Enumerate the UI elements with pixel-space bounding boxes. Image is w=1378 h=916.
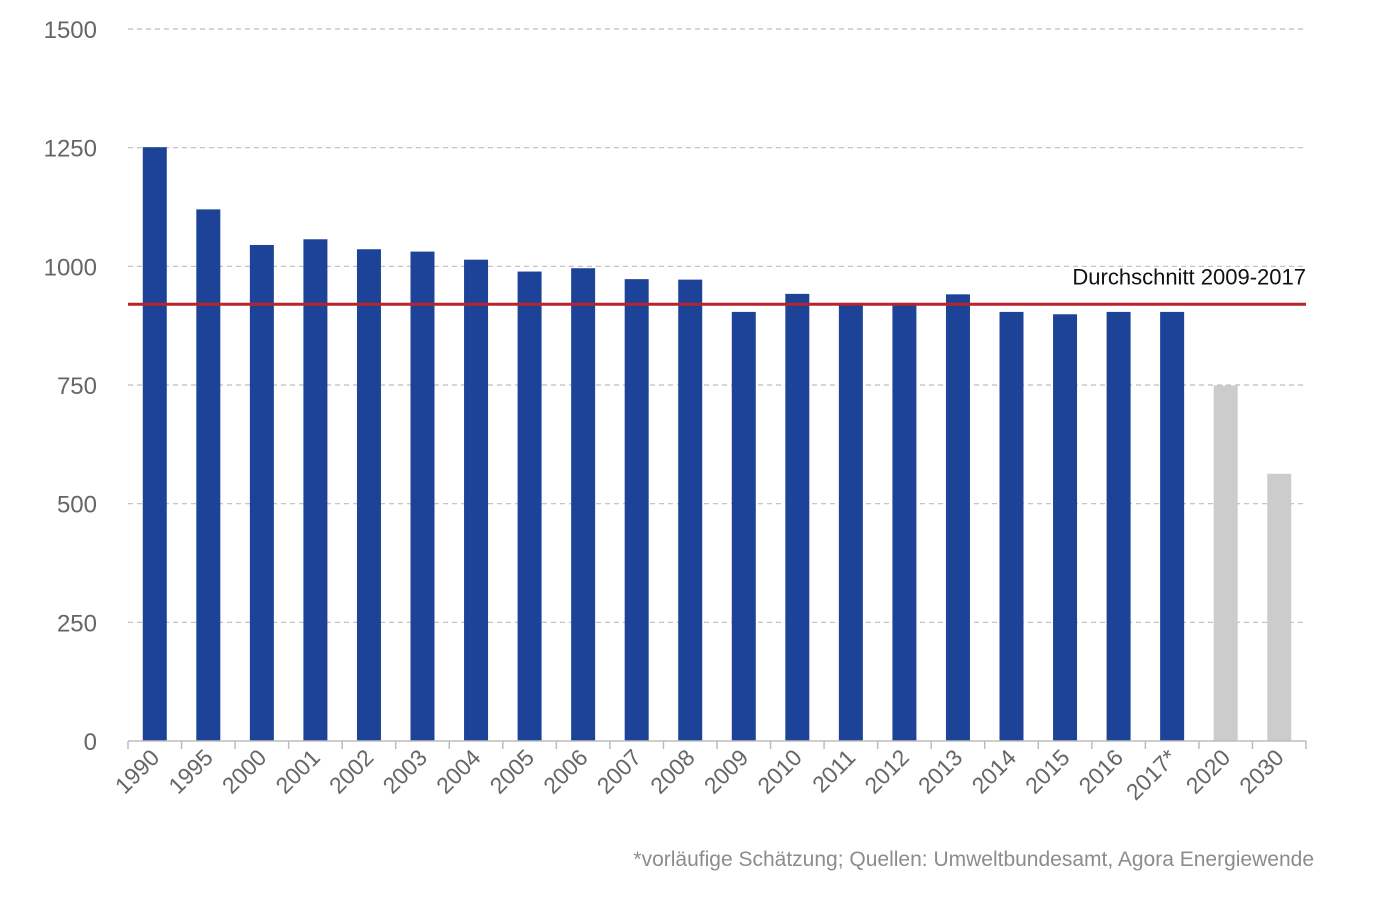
bar-2020 — [1213, 385, 1238, 741]
x-tick-label: 2000 — [217, 744, 272, 799]
bar-2000 — [249, 244, 274, 741]
x-tick-label: 2016 — [1074, 744, 1129, 799]
x-tick-label: 2009 — [699, 744, 754, 799]
x-tick-label: 2005 — [485, 744, 540, 799]
bar-2011 — [838, 302, 863, 741]
average-line-group: Durchschnitt 2009-2017 — [128, 264, 1306, 306]
bar-2006 — [571, 268, 596, 741]
bar-1990 — [142, 147, 167, 741]
x-tick-label: 2017* — [1121, 744, 1182, 805]
x-tick-label: 2011 — [807, 744, 860, 797]
y-axis-ticks: 0 250 500 750 1000 1250 1500 — [44, 17, 97, 756]
bar-2030 — [1267, 473, 1292, 741]
bar-2002 — [356, 249, 381, 741]
y-tick-label: 750 — [57, 373, 97, 400]
bar-2015 — [1053, 314, 1078, 741]
x-axis-ticks: 1990199520002001200220032004200520062007… — [110, 744, 1289, 805]
x-tick-label: 2006 — [538, 744, 593, 799]
x-tick-label: 2002 — [324, 744, 379, 799]
y-tick-label: 1250 — [44, 136, 97, 163]
y-tick-label: 1500 — [44, 17, 97, 44]
x-tick-label: 2012 — [859, 744, 914, 799]
bar-2005 — [517, 271, 542, 741]
x-axis — [127, 740, 1307, 749]
x-tick-label: 2003 — [377, 744, 432, 799]
bar-2010 — [785, 293, 810, 741]
x-tick-label: 2020 — [1181, 744, 1236, 799]
bar-2008 — [678, 279, 703, 741]
source-note: *vorläufige Schätzung; Quellen: Umweltbu… — [633, 848, 1314, 871]
x-tick-label: 2014 — [966, 744, 1021, 799]
y-tick-label: 0 — [84, 729, 97, 756]
bar-2009 — [731, 311, 756, 741]
bars — [142, 147, 1292, 742]
x-tick-label: 2015 — [1020, 744, 1075, 799]
bar-2012 — [892, 302, 917, 741]
x-tick-label: 2010 — [752, 744, 807, 799]
x-tick-label: 2001 — [270, 744, 325, 799]
y-tick-label: 250 — [57, 610, 97, 637]
bar-2007 — [624, 279, 649, 741]
x-tick-label: 2008 — [645, 744, 700, 799]
x-tick-label: 2007 — [592, 744, 647, 799]
bar-2013 — [945, 294, 970, 741]
x-tick-label: 2013 — [913, 744, 968, 799]
bar-2014 — [999, 311, 1024, 741]
bar-2001 — [303, 239, 328, 741]
bar-2016 — [1106, 311, 1131, 741]
bar-2003 — [410, 251, 435, 742]
x-tick-label: 1990 — [110, 744, 165, 799]
y-tick-label: 500 — [57, 492, 97, 519]
bar-2017 — [1160, 311, 1185, 741]
x-tick-label: 1995 — [163, 744, 218, 799]
bar-1995 — [196, 209, 221, 741]
average-line-label: Durchschnitt 2009-2017 — [1072, 264, 1306, 289]
x-tick-label: 2030 — [1234, 744, 1289, 799]
y-tick-label: 1000 — [44, 254, 97, 281]
bar-2004 — [464, 259, 489, 741]
x-tick-label: 2004 — [431, 744, 486, 799]
